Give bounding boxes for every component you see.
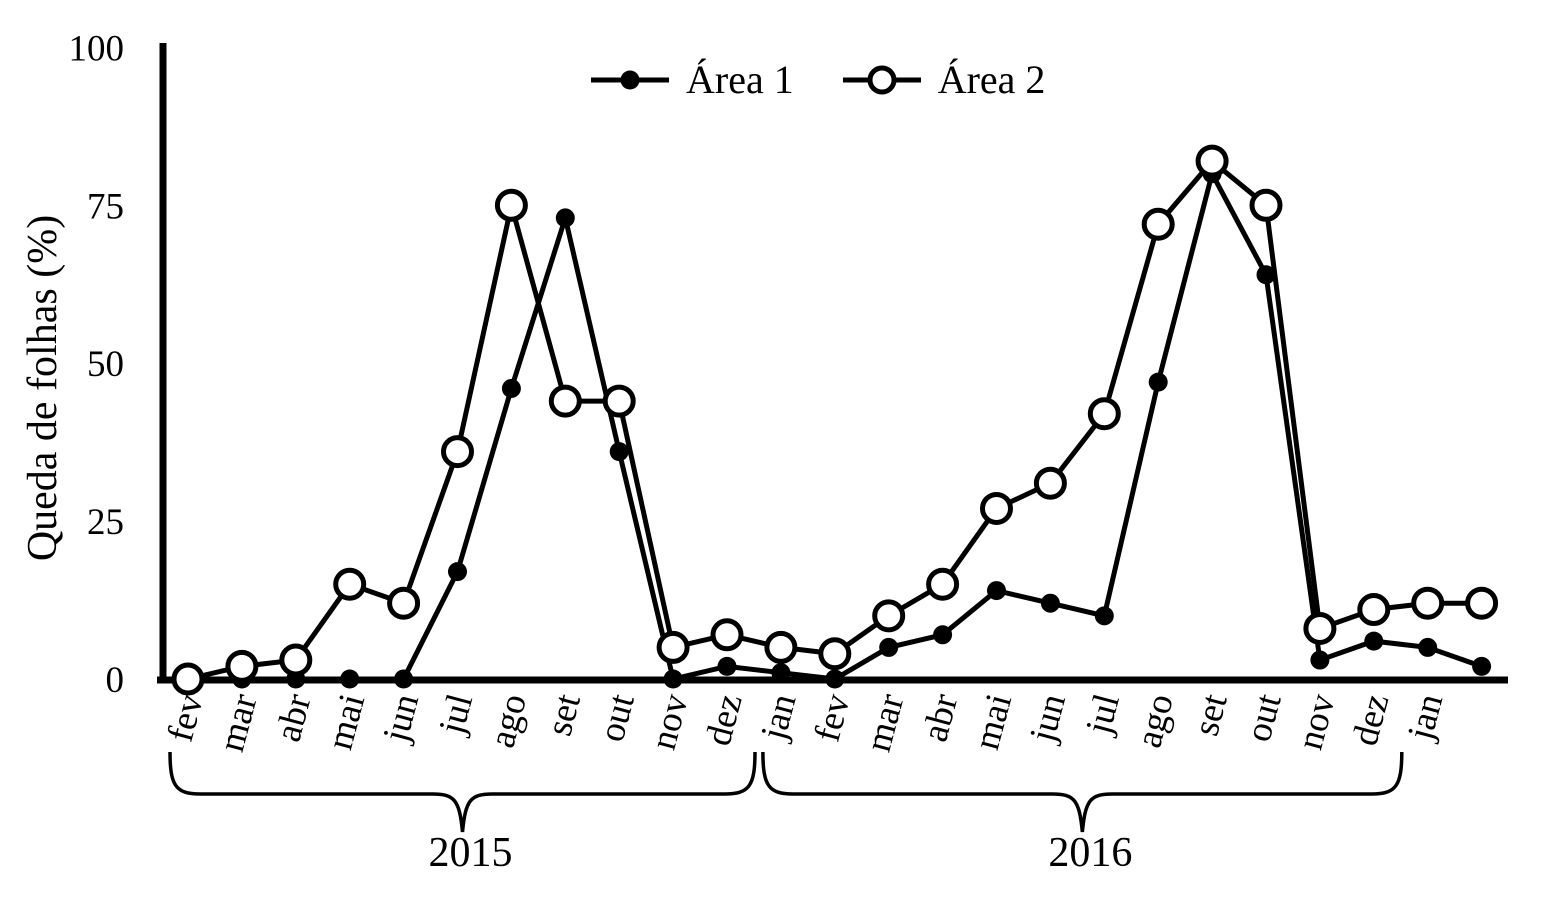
data-point-open	[872, 599, 906, 633]
month-label: jun	[1022, 690, 1074, 748]
month-label: jul	[431, 690, 481, 740]
data-point-open	[548, 384, 582, 418]
series-line-área-1	[188, 166, 1483, 683]
y-tick-label: 25	[87, 502, 124, 543]
data-point-filled	[1364, 631, 1384, 651]
y-tick-label: 75	[87, 186, 124, 227]
data-point-open	[1249, 188, 1283, 222]
year-brace	[761, 751, 1404, 833]
month-label: jan	[1400, 690, 1452, 746]
month-label: ago	[1128, 690, 1181, 752]
series-lines	[187, 157, 1483, 683]
data-point-open	[1033, 466, 1067, 500]
y-tick-label: 50	[87, 344, 124, 385]
data-point-filled	[933, 625, 953, 645]
year-brace	[168, 751, 757, 833]
month-label: mar	[858, 690, 912, 756]
month-label: ago	[482, 690, 535, 752]
month-label: nov	[1290, 689, 1344, 754]
data-point-open	[1357, 593, 1391, 627]
y-tick-labels: 0 25 50 75 100	[69, 28, 125, 701]
month-label: jul	[1078, 690, 1128, 740]
data-point-open	[710, 618, 744, 652]
data-point-open	[279, 643, 313, 677]
data-point-open	[1195, 144, 1229, 178]
data-point-open	[656, 630, 690, 664]
data-point-filled	[501, 378, 521, 398]
month-label: jan	[753, 690, 805, 746]
data-point-open	[926, 567, 960, 601]
y-axis-title: Queda de folhas (%)	[20, 214, 66, 562]
data-point-open	[1141, 207, 1175, 241]
filled-circle-marker-icon	[591, 70, 669, 89]
data-point-filled	[1148, 372, 1168, 392]
month-label: mai	[319, 690, 373, 754]
month-label: set	[539, 689, 589, 740]
year-braces	[168, 751, 1404, 833]
data-point-filled	[340, 669, 360, 689]
month-labels: fev mar abr mai jun jul ago set out nov dez jan fev m…	[160, 689, 1452, 756]
data-point-open	[171, 662, 205, 696]
month-label: nov	[643, 689, 697, 754]
month-label: out	[1238, 689, 1290, 746]
data-point-open	[1087, 397, 1121, 431]
data-point-open	[1303, 611, 1337, 645]
y-tick-label: 0	[106, 660, 125, 701]
data-point-open	[1411, 586, 1445, 620]
series-markers	[171, 144, 1499, 696]
month-label: mai	[966, 690, 1020, 754]
month-label: fev	[160, 689, 212, 746]
data-point-filled	[394, 669, 414, 689]
data-point-open	[333, 567, 367, 601]
data-point-open	[494, 188, 528, 222]
year-label: 2015	[429, 830, 513, 876]
legend-label-area2: Área 2	[937, 57, 1046, 102]
data-point-filled	[609, 442, 629, 462]
month-label: abr	[914, 690, 966, 746]
data-point-filled	[1256, 265, 1276, 285]
data-point-filled	[1310, 650, 1330, 670]
data-point-filled	[1418, 637, 1438, 657]
month-label: dez	[698, 690, 751, 750]
month-label: dez	[1345, 690, 1398, 750]
chart-legend: Área 1 Área 2	[590, 56, 1045, 103]
data-point-open	[764, 630, 798, 664]
data-point-filled	[771, 663, 791, 683]
year-label: 2016	[1048, 830, 1132, 876]
year-labels: 2015 2016	[429, 830, 1133, 876]
open-circle-marker-icon	[842, 65, 921, 94]
data-point-filled	[1472, 656, 1492, 676]
data-point-filled	[448, 562, 467, 582]
data-point-filled	[1094, 606, 1114, 626]
data-point-open	[225, 649, 259, 683]
legend-label-area1: Área 1	[686, 57, 794, 102]
data-point-filled	[663, 669, 683, 689]
month-label: out	[591, 689, 643, 746]
month-label: set	[1186, 689, 1236, 740]
data-point-filled	[825, 669, 845, 689]
legend-item-area1: Área 1	[590, 56, 794, 103]
data-point-filled	[717, 656, 737, 676]
data-point-filled	[1040, 593, 1060, 613]
data-point-open	[980, 491, 1013, 525]
data-point-open	[441, 435, 474, 469]
data-point-filled	[879, 637, 899, 657]
month-label: jun	[375, 690, 427, 748]
month-label: mar	[211, 690, 265, 756]
data-point-open	[818, 637, 852, 671]
month-label: abr	[268, 690, 320, 746]
data-point-filled	[987, 581, 1006, 601]
legend-item-area2: Área 2	[842, 56, 1046, 103]
month-label: fev	[807, 689, 859, 746]
data-point-filled	[555, 208, 575, 228]
data-point-open	[1465, 586, 1499, 620]
y-tick-label: 100	[69, 28, 125, 69]
data-point-open	[602, 384, 636, 418]
data-point-open	[387, 586, 421, 620]
